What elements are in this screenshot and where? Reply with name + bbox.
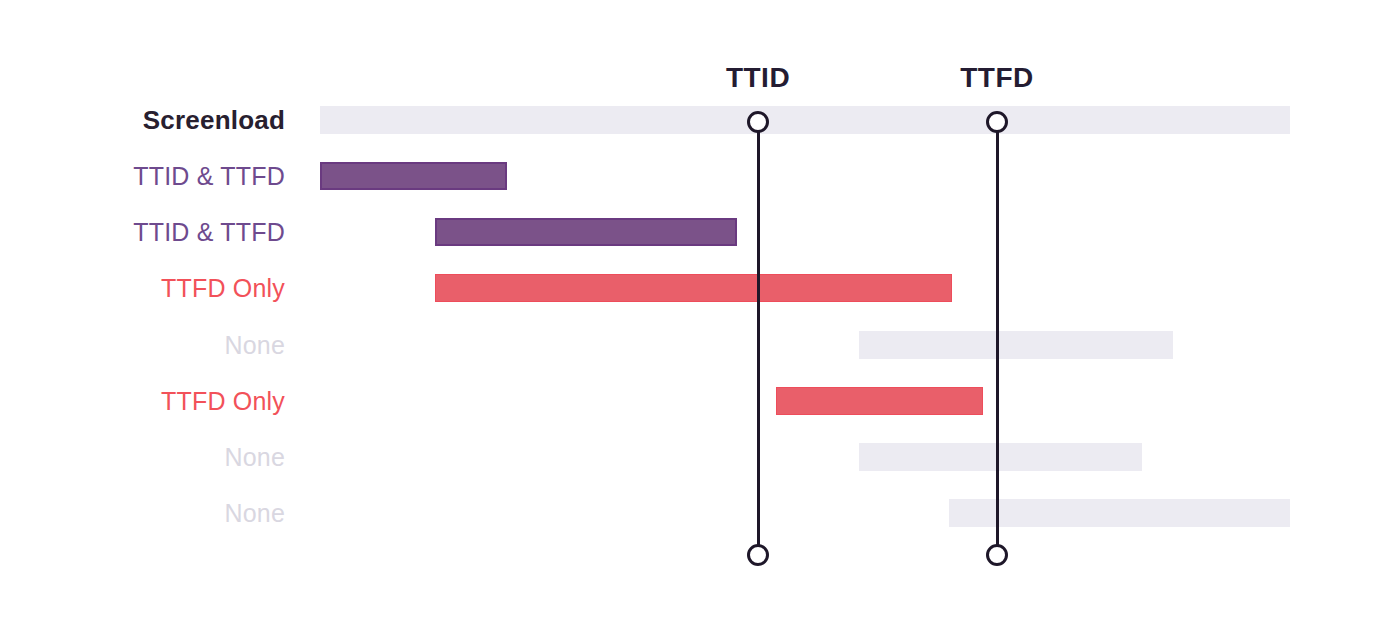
row-bar-track bbox=[949, 499, 1290, 527]
row-label: None bbox=[0, 499, 285, 527]
marker-label-ttid: TTID bbox=[678, 62, 838, 94]
marker-label-ttfd: TTFD bbox=[917, 62, 1077, 94]
row-bar-purple bbox=[435, 218, 737, 246]
ttid-ttfd-timeline-diagram: Screenload TTID & TTFD TTID & TTFD TTFD Onl… bbox=[0, 0, 1400, 627]
row-bar-red bbox=[435, 274, 952, 302]
row-bar-purple bbox=[320, 162, 507, 190]
row-label: TTFD Only bbox=[0, 274, 285, 302]
row-label: Screenload bbox=[0, 106, 285, 134]
marker-circle-ttfd-bottom bbox=[986, 544, 1008, 566]
marker-circle-ttfd-top bbox=[986, 111, 1008, 133]
marker-line-ttid bbox=[757, 122, 760, 555]
row-label: None bbox=[0, 331, 285, 359]
marker-circle-ttid-bottom bbox=[747, 544, 769, 566]
row-bar-red bbox=[776, 387, 983, 415]
marker-line-ttfd bbox=[996, 122, 999, 555]
marker-circle-ttid-top bbox=[747, 111, 769, 133]
row-bar-track bbox=[859, 331, 1173, 359]
row-label: TTID & TTFD bbox=[0, 162, 285, 190]
row-bar-track bbox=[859, 443, 1142, 471]
row-label: TTID & TTFD bbox=[0, 218, 285, 246]
row-label: None bbox=[0, 443, 285, 471]
row-bar-track bbox=[320, 106, 1290, 134]
row-label: TTFD Only bbox=[0, 387, 285, 415]
